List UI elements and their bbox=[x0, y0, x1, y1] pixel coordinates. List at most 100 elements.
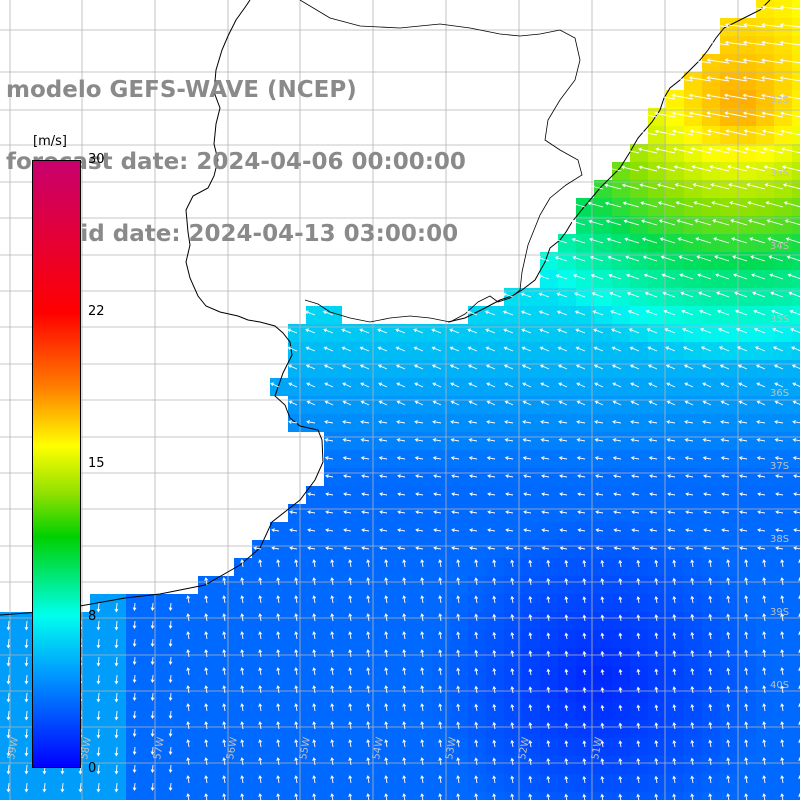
wind-arrow bbox=[522, 438, 532, 442]
wind-arrow bbox=[708, 147, 730, 154]
wind-arrow bbox=[582, 614, 587, 622]
wind-arrow bbox=[168, 656, 173, 665]
wind-speed-cell bbox=[792, 234, 800, 252]
wind-arrow bbox=[684, 382, 694, 388]
wind-arrow bbox=[709, 165, 730, 172]
wind-arrow bbox=[708, 757, 713, 766]
longitude-label: 54W bbox=[371, 736, 386, 760]
wind-arrow bbox=[276, 631, 281, 640]
title-model: modelo GEFS-WAVE (NCEP) bbox=[6, 77, 357, 103]
wind-arrow bbox=[654, 757, 659, 766]
wind-arrow bbox=[528, 722, 533, 730]
wind-arrow bbox=[96, 620, 101, 631]
wind-arrow bbox=[625, 255, 640, 262]
wind-arrow bbox=[712, 219, 730, 226]
wind-arrow bbox=[618, 577, 623, 586]
wind-arrow bbox=[414, 400, 424, 406]
wind-arrow bbox=[780, 775, 785, 784]
wind-arrow bbox=[761, 22, 784, 28]
wind-arrow bbox=[276, 775, 281, 784]
wind-arrow bbox=[204, 721, 209, 730]
wind-arrow bbox=[618, 686, 623, 694]
wind-arrow bbox=[456, 577, 461, 586]
wind-arrow bbox=[379, 510, 388, 515]
wind-arrow bbox=[397, 528, 406, 533]
wind-arrow bbox=[474, 613, 479, 622]
wind-arrow bbox=[646, 328, 658, 334]
wind-arrow bbox=[253, 546, 262, 551]
wind-arrow bbox=[287, 364, 298, 370]
wind-arrow bbox=[378, 420, 388, 424]
wind-arrow bbox=[546, 704, 551, 712]
wind-arrow bbox=[204, 577, 209, 586]
wind-arrow bbox=[575, 328, 586, 334]
wind-arrow bbox=[541, 492, 550, 497]
wind-arrow bbox=[744, 685, 749, 694]
wind-arrow bbox=[649, 492, 658, 497]
wind-arrow bbox=[582, 758, 587, 766]
wind-arrow bbox=[150, 764, 155, 773]
wind-arrow bbox=[474, 775, 479, 784]
wind-arrow bbox=[636, 596, 641, 604]
wind-arrow bbox=[703, 474, 712, 479]
wind-arrow bbox=[287, 328, 298, 334]
wind-arrow bbox=[270, 382, 280, 388]
wind-arrow bbox=[6, 710, 11, 721]
wind-arrow bbox=[348, 703, 353, 712]
wind-arrow bbox=[636, 632, 641, 640]
wind-arrow bbox=[541, 510, 550, 515]
wind-arrow bbox=[366, 631, 371, 640]
wind-arrow bbox=[742, 58, 766, 64]
wind-arrow bbox=[748, 219, 766, 226]
wind-arrow bbox=[294, 775, 299, 784]
wind-arrow bbox=[384, 559, 389, 568]
wind-arrow bbox=[595, 510, 604, 515]
wind-arrow bbox=[714, 255, 730, 262]
wind-arrow bbox=[449, 328, 460, 334]
wind-arrow bbox=[691, 165, 712, 172]
wind-arrow bbox=[762, 129, 784, 136]
wind-arrow bbox=[433, 492, 442, 497]
wind-arrow bbox=[636, 686, 641, 694]
wind-arrow bbox=[685, 492, 694, 497]
wind-arrow bbox=[608, 273, 622, 280]
wind-arrow bbox=[708, 559, 713, 568]
wind-arrow bbox=[564, 722, 569, 730]
wind-arrow bbox=[570, 201, 586, 208]
wind-arrow bbox=[510, 721, 515, 730]
wind-arrow bbox=[186, 595, 191, 604]
wind-arrow bbox=[366, 559, 371, 568]
wind-arrow bbox=[726, 685, 731, 694]
wind-arrow bbox=[724, 75, 748, 82]
wind-arrow bbox=[721, 474, 730, 479]
wind-arrow bbox=[702, 420, 712, 424]
wind-speed-cell bbox=[792, 144, 800, 162]
wind-arrow bbox=[618, 740, 623, 748]
wind-arrow bbox=[438, 721, 443, 730]
wind-arrow bbox=[654, 650, 659, 658]
wind-arrow bbox=[486, 400, 496, 406]
wind-arrow bbox=[343, 546, 352, 551]
wind-arrow bbox=[415, 510, 424, 515]
wind-arrow bbox=[612, 420, 622, 424]
wind-arrow bbox=[721, 492, 730, 497]
wind-arrow bbox=[510, 703, 515, 712]
wind-arrow bbox=[492, 775, 497, 784]
wind-arrow bbox=[186, 757, 191, 766]
wind-speed-cell bbox=[792, 90, 800, 108]
wind-arrow bbox=[582, 740, 587, 748]
wind-arrow bbox=[554, 256, 568, 262]
wind-arrow bbox=[132, 782, 137, 791]
wind-arrow bbox=[528, 668, 533, 676]
wind-arrow bbox=[640, 201, 658, 208]
wind-arrow bbox=[330, 577, 335, 586]
wind-arrow bbox=[588, 219, 604, 226]
wind-arrow bbox=[762, 631, 767, 640]
wind-arrow bbox=[666, 420, 676, 424]
wind-arrow bbox=[537, 256, 550, 262]
wind-arrow bbox=[359, 364, 370, 370]
wind-speed-cell bbox=[792, 792, 800, 800]
wind-arrow bbox=[305, 328, 316, 334]
wind-arrow bbox=[603, 165, 622, 172]
